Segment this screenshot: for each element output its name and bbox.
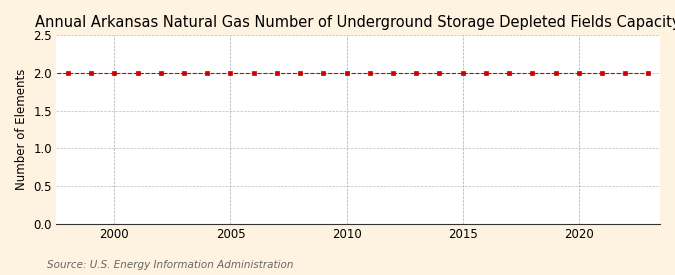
Y-axis label: Number of Elements: Number of Elements	[15, 69, 28, 190]
Text: Source: U.S. Energy Information Administration: Source: U.S. Energy Information Administ…	[47, 260, 294, 270]
Title: Annual Arkansas Natural Gas Number of Underground Storage Depleted Fields Capaci: Annual Arkansas Natural Gas Number of Un…	[35, 15, 675, 30]
